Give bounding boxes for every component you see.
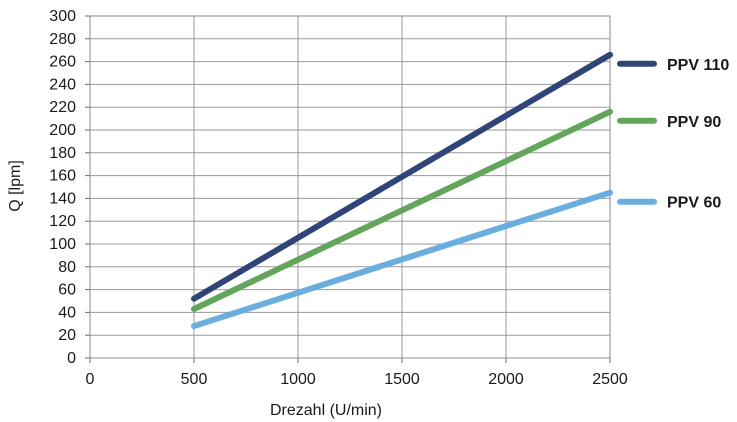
legend-label: PPV 110 [667,57,729,74]
x-axis-ticks: 0 500 1000 1500 2000 2500 [86,371,628,388]
y-tick-label: 60 [58,282,76,299]
legend-label: PPV 60 [667,195,721,212]
y-tick-label: 0 [67,350,76,367]
y-tick-label: 200 [49,122,76,139]
legend: PPV 110 PPV 90 PPV 60 [617,57,729,212]
y-tick-label: 300 [49,8,76,25]
y-tick-label: 120 [49,213,76,230]
x-tick-label: 2000 [488,371,524,388]
y-tick-label: 160 [49,168,76,185]
series-lines [191,51,613,330]
y-tick-label: 100 [49,236,76,253]
x-tick-label: 1000 [280,371,316,388]
y-tick-label: 240 [49,76,76,93]
x-tick-label: 1500 [384,371,420,388]
y-tick-label: 140 [49,190,76,207]
legend-label: PPV 90 [667,114,721,131]
y-tick-label: 80 [58,259,76,276]
y-tick-label: 20 [58,327,76,344]
grid [85,15,611,363]
y-axis-ticks: 0 20 40 60 80 100 120 140 160 180 200 220 240 260 280 3… [49,8,76,367]
y-tick-label: 220 [49,99,76,116]
series-line-ppv-110 [191,51,613,302]
y-axis-label: Q [lpm] [7,160,24,212]
series-line-ppv-90 [191,108,613,312]
series-line-ppv-60 [191,189,613,330]
plot-frame [89,15,611,359]
y-tick-label: 260 [49,54,76,71]
y-tick-label: 180 [49,145,76,162]
x-tick-label: 500 [181,371,208,388]
y-tick-label: 40 [58,304,76,321]
x-axis-label: Drezahl (U/min) [270,402,382,419]
y-tick-label: 280 [49,31,76,48]
x-tick-label: 2500 [592,371,628,388]
x-tick-label: 0 [86,371,95,388]
